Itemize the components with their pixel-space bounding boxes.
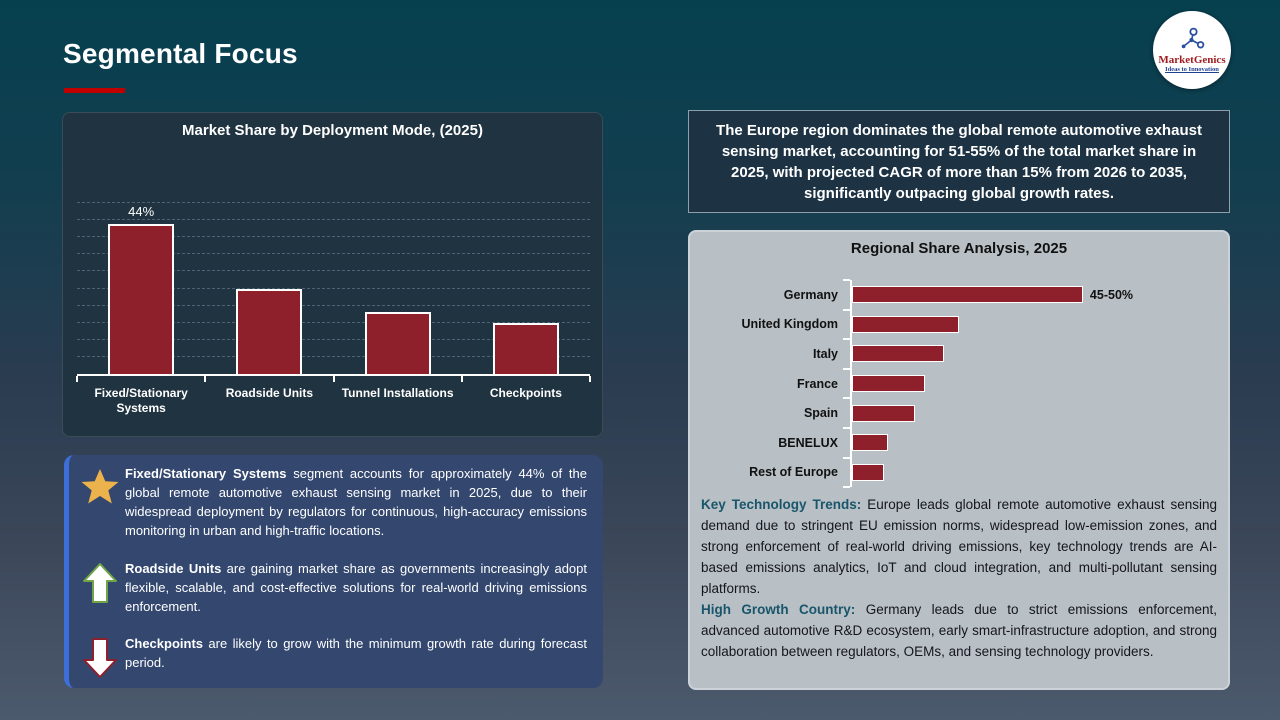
- growth-text: Germany leads due to strict emissions en…: [701, 602, 1218, 659]
- row-label: BENELUX: [778, 435, 838, 450]
- category-label: Checkpoints: [489, 386, 562, 400]
- arrow-down-icon: [75, 634, 125, 679]
- deployment-chart-panel: Market Share by Deployment Mode, (2025) …: [62, 112, 603, 437]
- insight-text-roadside: Roadside Units are gaining market share …: [125, 559, 587, 616]
- gridline: [77, 304, 590, 306]
- bar: [108, 223, 175, 374]
- category-label: Fixed/Stationary Systems: [94, 386, 188, 415]
- gridline: [77, 253, 590, 255]
- insight-text-fixed-stationary: Fixed/Stationary Systems segment account…: [125, 464, 587, 540]
- row-label: France: [797, 376, 838, 391]
- gridline: [77, 219, 590, 221]
- bar-area: [843, 367, 1228, 399]
- page-title: Segmental Focus: [63, 38, 298, 69]
- category-label: Roadside Units: [225, 386, 314, 400]
- bar: [364, 312, 431, 374]
- bar-area: [843, 308, 1228, 340]
- bar: [236, 288, 303, 374]
- data-label: 44%: [128, 203, 155, 219]
- star-icon: [75, 464, 125, 507]
- logo-brand-text: MarketGenics: [1158, 54, 1226, 66]
- chart-row: France: [690, 367, 1228, 399]
- bar: [852, 315, 959, 333]
- chart-row: United Kingdom: [690, 308, 1228, 340]
- axis-tick: [589, 376, 591, 382]
- bar: [852, 463, 884, 481]
- gridline: [77, 270, 590, 272]
- bar: [852, 404, 916, 422]
- row-label: United Kingdom: [741, 317, 838, 332]
- chart-row: BENELUX: [690, 426, 1228, 458]
- insight-bold-lead: Roadside Units: [125, 560, 222, 576]
- trend-label: Key Technology Trends:: [701, 497, 862, 512]
- gridline: [77, 355, 590, 357]
- insight-row-roadside: Roadside Units are gaining market share …: [75, 559, 587, 616]
- regional-chart-title: Regional Share Analysis, 2025: [850, 240, 1068, 257]
- insight-bold-lead: Fixed/Stationary Systems: [125, 466, 287, 481]
- chart-row: Spain: [690, 397, 1228, 428]
- gridline: [77, 236, 590, 238]
- bar: [492, 322, 559, 374]
- bar-slot: [205, 203, 333, 374]
- axis-tick: [204, 376, 207, 382]
- bar-slot: [462, 203, 590, 374]
- marketgenics-logo: MarketGenics Ideas to Innovation: [1153, 11, 1231, 89]
- bar: [852, 345, 945, 363]
- regional-notes: Key Technology Trends: Europe leads glob…: [701, 494, 1217, 662]
- segment-insight-box: Fixed/Stationary Systems segment account…: [64, 455, 603, 688]
- deployment-plot: 44%: [76, 202, 591, 382]
- regional-share-panel: Regional Share Analysis, 2025 Germany 45-…: [688, 230, 1230, 690]
- chart-row: Germany 45-50%: [690, 279, 1228, 310]
- insight-body-text: are likely to grow with the minimum grow…: [125, 636, 587, 670]
- bar-area: [843, 338, 1228, 369]
- insight-bold-lead: Checkpoints: [125, 636, 204, 651]
- deployment-x-labels: Fixed/Stationary Systems Roadside Units Tu…: [77, 386, 590, 416]
- gridline: [77, 202, 590, 203]
- chart-row: Italy: [690, 338, 1228, 369]
- axis-tick: [332, 376, 335, 382]
- gridline: [77, 338, 590, 340]
- category-label: Tunnel Installations: [341, 386, 454, 400]
- row-label: Spain: [803, 406, 838, 421]
- insight-text-checkpoints: Checkpoints are likely to grow with the …: [125, 634, 587, 672]
- insight-row-checkpoints: Checkpoints are likely to grow with the …: [75, 634, 587, 679]
- insight-body-text: segment accounts for approximately 44% o…: [125, 466, 587, 538]
- bar-area: [843, 456, 1228, 488]
- trend-text: Europe leads global remote automotive ex…: [701, 497, 1217, 596]
- bar: [852, 286, 1083, 304]
- logo-tagline: Ideas to Innovation: [1165, 66, 1219, 73]
- bar: [852, 375, 925, 393]
- insight-body-text: are gaining market share as governments …: [125, 560, 587, 614]
- axis-tick: [76, 376, 78, 382]
- insight-row-fixed-stationary: Fixed/Stationary Systems segment account…: [75, 464, 587, 540]
- bar-area: 45-50%: [843, 279, 1228, 310]
- chart-row: Rest of Europe: [690, 456, 1228, 488]
- gridline: [77, 321, 590, 323]
- axis-tick: [460, 376, 463, 382]
- row-label: Rest of Europe: [749, 465, 838, 480]
- data-label: 45-50%: [1089, 287, 1134, 302]
- bar-slot: 44%: [77, 203, 205, 374]
- bar: [852, 434, 889, 452]
- deployment-chart-title: Market Share by Deployment Mode, (2025): [182, 122, 483, 139]
- bar-area: [843, 426, 1228, 458]
- network-molecule-icon: [1181, 27, 1204, 49]
- europe-dominance-callout: The Europe region dominates the global r…: [688, 110, 1230, 213]
- regional-chart: Germany 45-50% United Kingdom Italy France Sp…: [690, 279, 1228, 488]
- bar-area: [843, 397, 1228, 428]
- growth-label: High Growth Country:: [701, 602, 856, 617]
- row-label: Germany: [783, 287, 838, 302]
- title-underline: [64, 88, 125, 93]
- arrow-up-icon: [75, 559, 125, 604]
- row-label: Italy: [812, 346, 838, 361]
- gridline: [77, 287, 590, 289]
- bar-slot: [334, 203, 462, 374]
